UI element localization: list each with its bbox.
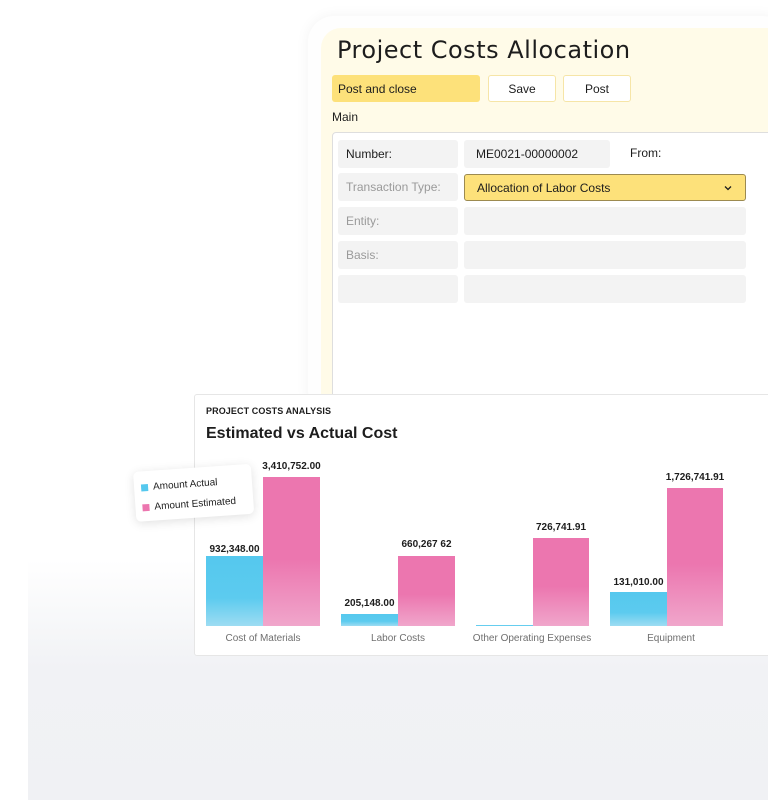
- bar-label-estimated: 726,741.91: [535, 522, 587, 533]
- empty-field[interactable]: [464, 275, 746, 303]
- legend-swatch-estimated: [142, 503, 150, 512]
- legend-label-estimated: Amount Estimated: [154, 495, 237, 513]
- bar-actual-equipment[interactable]: [610, 592, 667, 626]
- bar-label-estimated: 1,726,741.91: [665, 472, 725, 483]
- category-label: Cost of Materials: [225, 633, 301, 644]
- chart-title: Estimated vs Actual Cost: [206, 425, 398, 442]
- save-button[interactable]: Save: [488, 75, 556, 102]
- bar-label-actual: 932,348.00: [209, 544, 260, 555]
- number-label: Number:: [338, 140, 458, 168]
- bar-actual-cost-of-materials[interactable]: [206, 556, 263, 626]
- bar-estimated-equipment[interactable]: [667, 488, 723, 626]
- bar-label-actual: 205,148.00: [344, 598, 395, 609]
- bar-actual-labor-costs[interactable]: [341, 614, 398, 626]
- bar-label-estimated: 3,410,752.00: [262, 461, 321, 472]
- section-label-main: Main: [332, 110, 359, 124]
- chart-kicker: PROJECT COSTS ANALYSIS: [206, 406, 332, 416]
- basis-field[interactable]: [464, 241, 746, 269]
- legend-label-actual: Amount Actual: [152, 477, 218, 493]
- bar-label-actual: 131,010.00: [613, 577, 664, 588]
- entity-label: Entity:: [338, 207, 458, 235]
- category-label: Labor Costs: [371, 633, 425, 644]
- chart-legend: Amount Actual Amount Estimated: [133, 463, 255, 522]
- bar-estimated-other-operating-expenses[interactable]: [533, 538, 589, 626]
- transaction-type-label: Transaction Type:: [338, 173, 458, 201]
- bar-label-estimated: 660,267 62: [401, 539, 452, 550]
- post-and-close-button[interactable]: Post and close: [332, 75, 480, 102]
- bar-estimated-labor-costs[interactable]: [398, 556, 455, 626]
- page-title: Project Costs Allocation: [337, 36, 631, 64]
- legend-item-estimated[interactable]: Amount Estimated: [142, 496, 236, 514]
- bar-estimated-cost-of-materials[interactable]: [263, 477, 320, 626]
- number-field[interactable]: ME0021-00000002: [464, 140, 610, 168]
- legend-swatch-actual: [140, 483, 149, 492]
- legend-item-actual[interactable]: Amount Actual: [140, 477, 218, 493]
- category-label: Equipment: [647, 633, 695, 644]
- empty-label: [338, 275, 458, 303]
- basis-label: Basis:: [338, 241, 458, 269]
- post-button[interactable]: Post: [563, 75, 631, 102]
- transaction-type-select[interactable]: Allocation of Labor Costs: [464, 174, 746, 201]
- entity-field[interactable]: [464, 207, 746, 235]
- category-label: Other Operating Expenses: [472, 633, 592, 644]
- bar-actual-other-operating-expenses[interactable]: [476, 625, 533, 626]
- from-label: From:: [630, 146, 662, 160]
- transaction-type-value: Allocation of Labor Costs: [477, 180, 611, 195]
- chevron-down-icon: [724, 185, 732, 190]
